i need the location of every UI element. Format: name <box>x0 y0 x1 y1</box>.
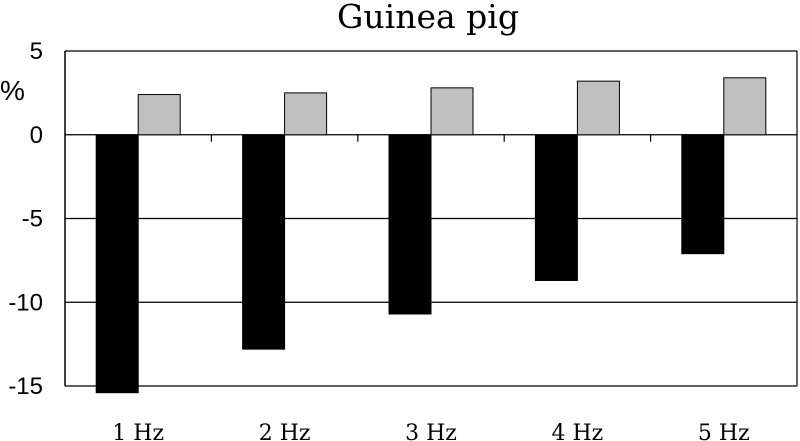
x-tick-label: 3 Hz <box>405 421 457 441</box>
y-tick-label: -5 <box>22 206 43 233</box>
x-tick-label: 4 Hz <box>552 421 604 441</box>
y-tick-label: 0 <box>30 122 43 149</box>
y-tick-label: 5 <box>30 38 43 65</box>
y-tick-label: -15 <box>8 373 43 400</box>
y-tick-label: -10 <box>8 289 43 316</box>
bar-series-1 <box>95 134 139 394</box>
bar-series-2 <box>284 92 328 136</box>
bar-series-1 <box>534 134 578 281</box>
x-tick-labels: 1 Hz 2 Hz 3 Hz 4 Hz 5 Hz <box>112 421 749 441</box>
x-tick-label: 5 Hz <box>698 421 750 441</box>
x-tick-label: 1 Hz <box>112 421 164 441</box>
bar-series-1 <box>681 134 725 255</box>
bars <box>95 77 767 394</box>
bar-series-1 <box>388 134 432 315</box>
bar-series-2 <box>137 94 181 136</box>
axes <box>64 51 798 386</box>
chart-title: Guinea pig <box>337 0 519 36</box>
bar-series-2 <box>576 80 620 136</box>
y-axis-unit-label: % <box>0 75 25 106</box>
bar-series-1 <box>242 134 286 350</box>
bar-series-2 <box>723 77 767 136</box>
bar-series-2 <box>430 87 474 136</box>
x-tick-label: 2 Hz <box>259 421 311 441</box>
y-tick-labels: 5 0 -5 -10 -15 <box>8 38 43 400</box>
